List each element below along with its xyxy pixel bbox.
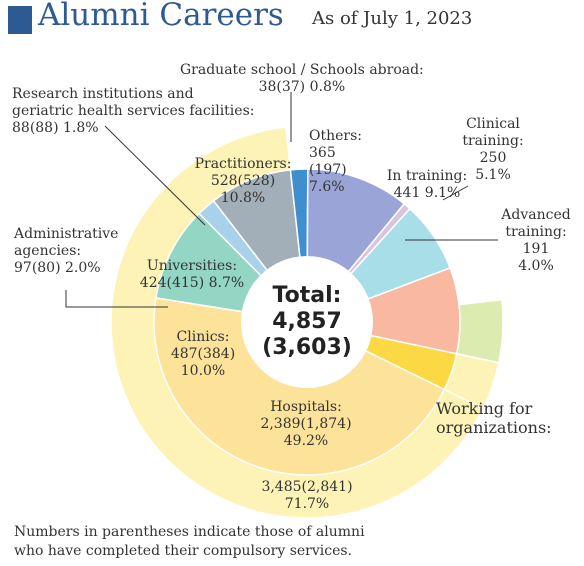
- chart-title: Alumni Careers: [38, 0, 284, 33]
- label-research: Research institutions and geriatric healt…: [12, 86, 255, 136]
- label-graduate: Graduate school / Schools abroad: 38(37) …: [180, 62, 424, 95]
- label-clinical-training: Clinical training: 250 5.1%: [462, 116, 524, 183]
- leader-admin: [65, 290, 168, 308]
- label-clinics: Clinics: 487(384) 10.0%: [170, 329, 236, 379]
- title-marker: [8, 6, 32, 34]
- label-working-for-organizations: Working for organizations:: [436, 399, 552, 437]
- label-advanced-training: Advanced training: 191 4.0%: [501, 207, 571, 274]
- footnote: Numbers in parentheses indicate those of…: [14, 524, 365, 559]
- label-hospitals: Hospitals: 2,389(1,874) 49.2%: [260, 399, 352, 449]
- center-total: Total: 4,857 (3,603): [262, 283, 352, 360]
- label-working-total: 3,485(2,841) 71.7%: [261, 479, 353, 512]
- label-in-training: In training: 441 9.1%: [386, 168, 468, 201]
- ring-clinical-training: [452, 298, 504, 364]
- label-practitioners: Practitioners: 528(528) 10.8%: [194, 156, 292, 206]
- label-universities: Universities: 424(415) 8.7%: [139, 258, 245, 291]
- label-administrative: Administrative agencies: 97(80) 2.0%: [14, 226, 119, 276]
- center-hole: [241, 256, 373, 388]
- leader-clinical: [442, 185, 469, 201]
- leader-research: [104, 125, 206, 226]
- label-others: Others: 365 (197) 7.6%: [309, 128, 362, 195]
- as-of-date: As of July 1, 2023: [312, 8, 473, 29]
